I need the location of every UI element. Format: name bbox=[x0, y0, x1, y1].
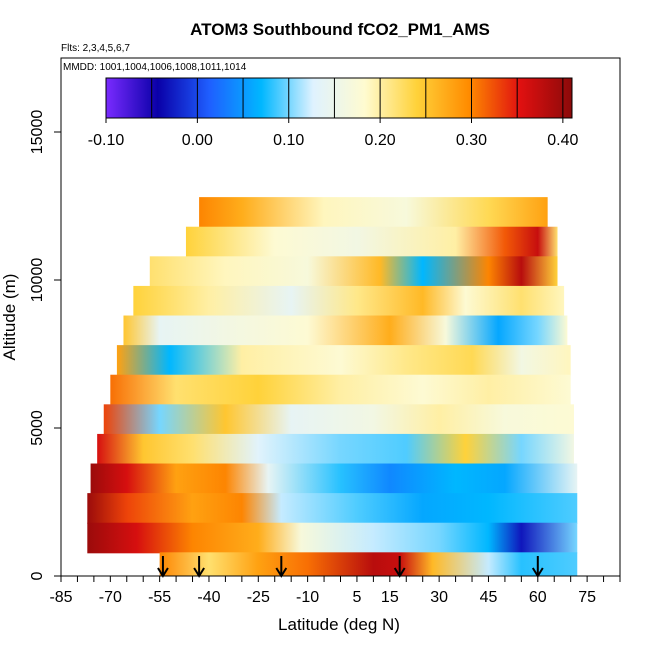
heatmap-band bbox=[90, 463, 578, 495]
colorbar-tick-label: 0.20 bbox=[365, 132, 396, 149]
heatmap-band bbox=[87, 522, 578, 554]
heatmap-area bbox=[87, 197, 578, 576]
heatmap-band bbox=[110, 374, 571, 406]
colorbar-tick-label: -0.10 bbox=[88, 132, 125, 149]
colorbar-tick-label: 0.40 bbox=[547, 132, 578, 149]
x-tick-label: 30 bbox=[430, 589, 448, 606]
heatmap-band bbox=[123, 315, 568, 347]
y-tick-label: 10000 bbox=[29, 258, 46, 303]
x-tick-label: 60 bbox=[529, 589, 547, 606]
colorbar-tick-label: 0.00 bbox=[182, 132, 213, 149]
x-tick-label: 45 bbox=[480, 589, 498, 606]
mmdd-label: MMDD: 1001,1004,1006,1008,1011,1014 bbox=[63, 62, 247, 73]
heatmap-band bbox=[103, 404, 574, 435]
y-tick-label: 5000 bbox=[29, 410, 46, 446]
x-tick-label: -40 bbox=[197, 589, 220, 606]
x-tick-label: -70 bbox=[99, 589, 122, 606]
colorbar-gradient bbox=[105, 77, 573, 119]
x-axis: -85 -70 -55 -40 -25 -10 5 15 30 45 60 75 bbox=[49, 576, 621, 606]
heatmap-band bbox=[87, 493, 578, 524]
x-tick-label: -85 bbox=[49, 589, 72, 606]
y-axis-label: Altitude (m) bbox=[0, 274, 19, 361]
chart-title: ATOM3 Southbound fCO2_PM1_AMS bbox=[190, 20, 490, 39]
flights-label: Flts: 2,3,4,5,6,7 bbox=[61, 43, 130, 54]
colorbar-tick-label: 0.10 bbox=[273, 132, 304, 149]
x-tick-label: -10 bbox=[296, 589, 319, 606]
x-tick-label: 15 bbox=[381, 589, 399, 606]
heatmap-band bbox=[97, 433, 574, 465]
heatmap-band bbox=[149, 256, 558, 287]
x-tick-label: -25 bbox=[247, 589, 270, 606]
y-axis: 0 5000 10000 15000 bbox=[29, 110, 61, 580]
x-tick-label: -55 bbox=[148, 589, 171, 606]
x-axis-label: Latitude (deg N) bbox=[278, 615, 400, 634]
heatmap-band bbox=[116, 345, 571, 376]
colorbar: -0.10 0.00 0.10 0.20 0.30 0.40 bbox=[88, 77, 579, 149]
heatmap-band bbox=[199, 197, 548, 228]
heatmap-band bbox=[133, 285, 565, 317]
x-tick-label: 5 bbox=[352, 589, 361, 606]
heatmap-band bbox=[159, 552, 578, 576]
y-tick-label: 0 bbox=[29, 571, 46, 580]
x-tick-label: 75 bbox=[578, 589, 596, 606]
y-tick-label: 15000 bbox=[29, 110, 46, 155]
colorbar-tick-label: 0.30 bbox=[456, 132, 487, 149]
heatmap-band bbox=[185, 226, 558, 258]
